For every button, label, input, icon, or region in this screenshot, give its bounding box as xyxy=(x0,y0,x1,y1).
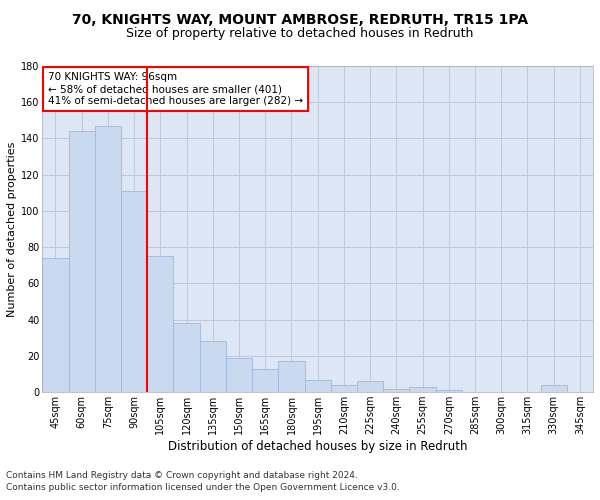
Bar xyxy=(173,324,200,392)
Bar xyxy=(43,258,68,392)
Bar xyxy=(331,385,357,392)
Text: 70, KNIGHTS WAY, MOUNT AMBROSE, REDRUTH, TR15 1PA: 70, KNIGHTS WAY, MOUNT AMBROSE, REDRUTH,… xyxy=(72,12,528,26)
Bar xyxy=(541,385,567,392)
X-axis label: Distribution of detached houses by size in Redruth: Distribution of detached houses by size … xyxy=(168,440,467,453)
Bar xyxy=(226,358,252,392)
Bar xyxy=(278,362,305,392)
Bar xyxy=(200,342,226,392)
Bar xyxy=(357,382,383,392)
Text: Size of property relative to detached houses in Redruth: Size of property relative to detached ho… xyxy=(127,28,473,40)
Bar xyxy=(436,390,462,392)
Text: 70 KNIGHTS WAY: 96sqm
← 58% of detached houses are smaller (401)
41% of semi-det: 70 KNIGHTS WAY: 96sqm ← 58% of detached … xyxy=(48,72,303,106)
Text: Contains HM Land Registry data © Crown copyright and database right 2024.: Contains HM Land Registry data © Crown c… xyxy=(6,471,358,480)
Bar xyxy=(409,387,436,392)
Bar xyxy=(121,191,147,392)
Bar xyxy=(305,380,331,392)
Bar xyxy=(68,131,95,392)
Y-axis label: Number of detached properties: Number of detached properties xyxy=(7,142,17,317)
Bar xyxy=(95,126,121,392)
Text: Contains public sector information licensed under the Open Government Licence v3: Contains public sector information licen… xyxy=(6,484,400,492)
Bar xyxy=(147,256,173,392)
Bar xyxy=(252,368,278,392)
Bar xyxy=(383,388,409,392)
